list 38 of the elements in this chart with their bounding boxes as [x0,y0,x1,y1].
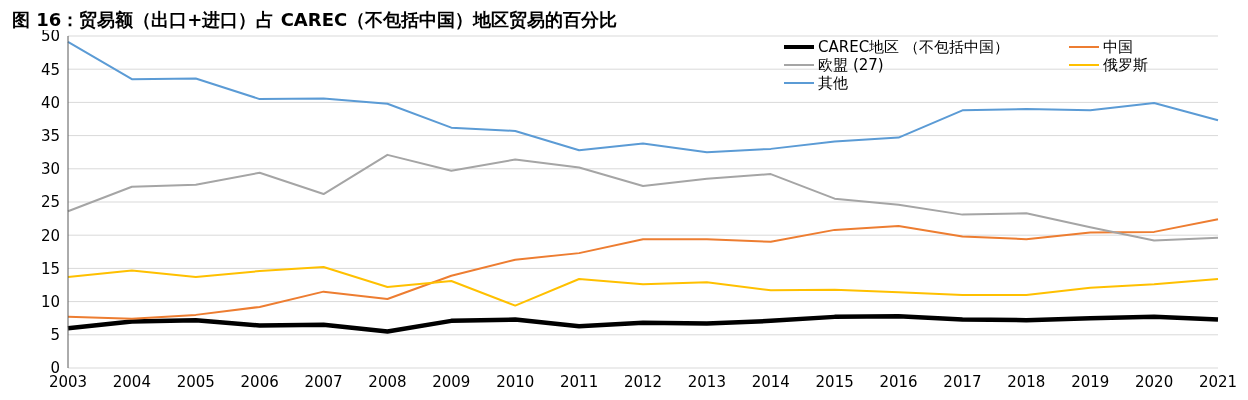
x-tick-label: 2009 [432,372,471,391]
legend-label: 俄罗斯 [1103,56,1148,74]
x-tick-label: 2021 [1198,372,1238,391]
y-tick-label: 45 [40,60,60,79]
line-series [67,266,1219,307]
y-tick-label: 15 [40,259,60,278]
x-tick-label: 2012 [623,372,663,391]
x-tick-label: 2004 [112,372,151,391]
y-tick-label: 5 [50,326,60,345]
x-tick-label: 2018 [1007,372,1046,391]
x-tick-label: 2016 [879,372,918,391]
x-tick-label: 2015 [815,372,854,391]
chart-title: 图 16：贸易额（出口+进口）占 CAREC（不包括中国）地区贸易的百分比 [11,8,619,30]
x-tick-label: 2014 [751,372,790,391]
x-tick-label: 2013 [687,372,726,391]
x-tick-label: 2008 [368,372,407,391]
line-series [67,40,1219,154]
legend-label: 欧盟 (27) [818,56,884,74]
x-tick-label: 2019 [1071,372,1110,391]
y-tick-label: 35 [40,126,60,145]
legend-label: 其他 [818,74,849,92]
x-tick-label: 2006 [240,372,279,391]
y-tick-label: 10 [40,292,60,311]
x-tick-label: 2010 [496,372,535,391]
x-tick-label: 2007 [304,372,343,391]
y-tick-label: 25 [40,193,60,212]
y-tick-label: 30 [40,160,60,179]
line-series [67,153,1219,242]
x-tick-label: 2020 [1135,372,1174,391]
x-tick-label: 2017 [943,372,982,391]
legend-label: 中国 [1103,38,1133,56]
x-tick-label: 2011 [560,372,599,391]
y-tick-label: 50 [40,27,60,46]
legend-label: CAREC地区 （不包括中国） [818,38,1009,56]
y-tick-label: 20 [40,226,60,245]
x-tick-label: 2005 [176,372,215,391]
y-tick-label: 40 [40,93,60,112]
line-series [67,218,1219,320]
